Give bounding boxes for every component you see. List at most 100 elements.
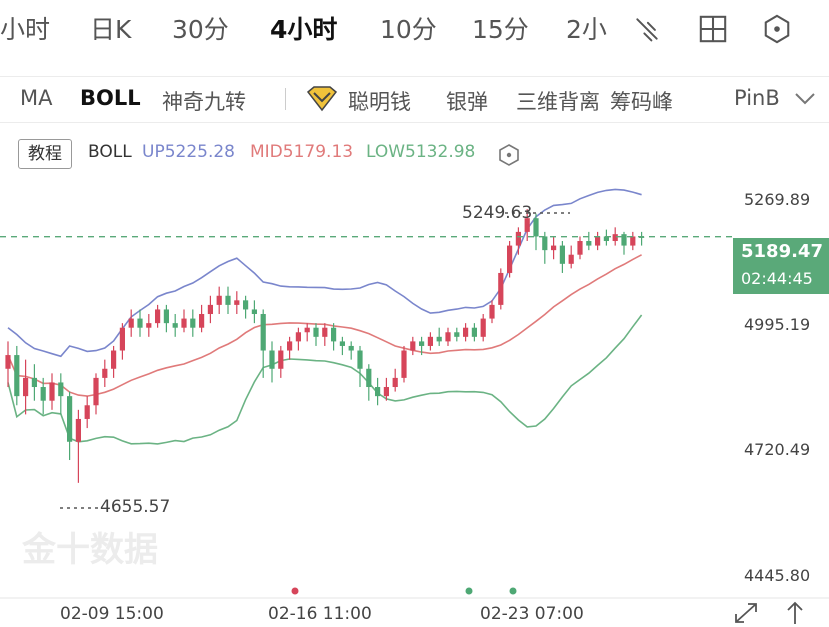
indicator-pinb[interactable]: PinB (734, 86, 780, 110)
candle-body[interactable] (31, 377, 37, 388)
candle-body[interactable] (278, 350, 284, 369)
event-marker[interactable] (509, 587, 517, 595)
settings-hexagon-icon[interactable] (498, 144, 520, 166)
candle-body[interactable] (357, 350, 363, 369)
candle-body[interactable] (322, 327, 328, 337)
candle-body[interactable] (331, 327, 337, 342)
indicator-boll[interactable]: BOLL (80, 86, 141, 110)
tab-15m[interactable]: 15分 (472, 15, 529, 44)
candle-body[interactable] (58, 382, 64, 397)
candle-body[interactable] (111, 350, 117, 369)
candle-body[interactable] (489, 304, 495, 319)
candle-body[interactable] (190, 318, 196, 328)
event-marker[interactable] (465, 587, 473, 595)
candle-body[interactable] (155, 309, 161, 324)
candle-body[interactable] (445, 332, 451, 342)
candle-body[interactable] (612, 234, 618, 242)
candle-body[interactable] (49, 382, 55, 401)
candle-body[interactable] (234, 300, 240, 305)
candle-body[interactable] (507, 245, 513, 273)
candle-body[interactable] (260, 314, 266, 351)
candle-body[interactable] (251, 309, 257, 315)
candle-body[interactable] (119, 327, 125, 351)
candle-body[interactable] (568, 254, 574, 264)
candle-body[interactable] (551, 245, 557, 251)
tab-daily[interactable]: 日K (90, 15, 132, 44)
candle-body[interactable] (603, 236, 609, 242)
candle-body[interactable] (498, 272, 504, 305)
expand-icon[interactable] (732, 600, 760, 626)
candle-body[interactable] (163, 309, 169, 324)
candle-body[interactable] (471, 327, 477, 337)
candle-body[interactable] (84, 405, 90, 419)
candle-body[interactable] (436, 336, 442, 342)
tab-10m[interactable]: 10分 (380, 15, 437, 44)
candle-body[interactable] (339, 341, 345, 346)
indicator-magic-nine[interactable]: 神奇九转 (162, 90, 246, 114)
tutorial-button[interactable]: 教程 (18, 139, 72, 169)
indicator-smart-money[interactable]: 聪明钱 (348, 90, 411, 114)
event-marker[interactable] (291, 587, 299, 595)
candle-body[interactable] (366, 368, 372, 388)
candle-body[interactable] (410, 341, 416, 351)
candle-body[interactable] (427, 336, 433, 346)
candle-body[interactable] (137, 318, 143, 328)
candle-body[interactable] (383, 387, 389, 397)
candle-body[interactable] (595, 236, 601, 246)
candle-body[interactable] (542, 236, 548, 251)
candle-body[interactable] (199, 314, 205, 328)
candle-body[interactable] (524, 218, 530, 232)
candle-body[interactable] (216, 295, 222, 305)
candle-body[interactable] (102, 368, 108, 378)
candle-body[interactable] (40, 387, 46, 401)
candle-body[interactable] (75, 418, 81, 442)
candle-body[interactable] (269, 350, 275, 369)
candle-body[interactable] (5, 355, 11, 369)
candle-body[interactable] (313, 327, 319, 337)
indicator-ma[interactable]: MA (20, 86, 53, 110)
candle-body[interactable] (14, 355, 20, 397)
grid-layout-icon[interactable] (698, 14, 728, 44)
tab-1h[interactable]: 小时 (0, 15, 51, 44)
candle-body[interactable] (621, 234, 627, 246)
candle-body[interactable] (207, 304, 213, 315)
indicator-3d-divergence[interactable]: 三维背离 (516, 90, 600, 114)
candle-body[interactable] (463, 327, 469, 337)
tab-30m[interactable]: 30分 (172, 15, 229, 44)
candle-body[interactable] (146, 323, 152, 328)
draw-pen-icon[interactable] (632, 14, 662, 44)
candle-body[interactable] (533, 218, 539, 237)
candle-body[interactable] (172, 323, 178, 328)
candle-body[interactable] (630, 236, 636, 246)
candle-body[interactable] (375, 387, 381, 397)
candle-body[interactable] (348, 345, 354, 351)
candle-body[interactable] (454, 332, 460, 337)
tab-4h[interactable]: 4小时 (270, 15, 338, 44)
candle-body[interactable] (225, 295, 231, 305)
candle-body[interactable] (419, 341, 425, 346)
candle-body[interactable] (93, 377, 99, 406)
candle-body[interactable] (295, 332, 301, 342)
y-tick-label: 5269.89 (744, 190, 811, 209)
indicator-silver-bullet[interactable]: 银弹 (446, 90, 488, 114)
candle-body[interactable] (559, 245, 565, 264)
candle-body[interactable] (181, 318, 187, 328)
candle-body[interactable] (586, 241, 592, 246)
candle-body[interactable] (287, 341, 293, 351)
chevron-down-icon[interactable] (794, 92, 816, 106)
candle-body[interactable] (23, 377, 29, 397)
candle-body[interactable] (577, 241, 583, 255)
tab-2h[interactable]: 2小 (566, 15, 607, 44)
indicator-chip-peak[interactable]: 筹码峰 (610, 90, 673, 114)
hexagon-settings-icon[interactable] (762, 14, 792, 44)
candle-body[interactable] (392, 377, 398, 388)
candle-body[interactable] (67, 396, 73, 442)
candle-body[interactable] (480, 318, 486, 337)
candle-body[interactable] (128, 318, 134, 328)
scroll-up-icon[interactable] (784, 600, 806, 626)
candle-body[interactable] (401, 350, 407, 378)
candle-body[interactable] (515, 231, 521, 246)
candle-body[interactable] (304, 327, 310, 333)
candle-body[interactable] (243, 300, 249, 310)
